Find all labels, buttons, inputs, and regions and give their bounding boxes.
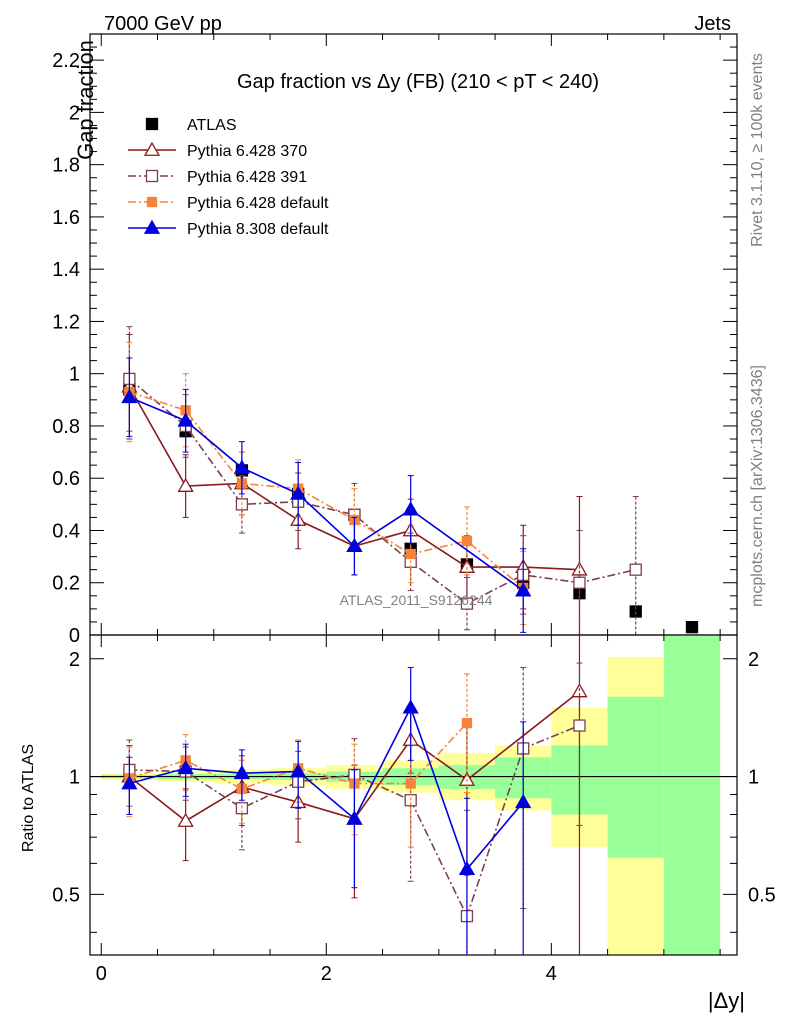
series-pythia-8-308-default: [121, 666, 532, 955]
ratio-y-tick-label: 2: [69, 649, 80, 671]
legend-label: Pythia 8.308 default: [187, 221, 329, 238]
x-tick-label: 2: [321, 963, 332, 985]
data-point: [402, 501, 419, 516]
data-point: [515, 582, 532, 597]
ratio-frame: [89, 634, 738, 956]
y-tick-label: 2: [69, 102, 80, 124]
data-point: [571, 561, 588, 576]
y-tick-label: 0.8: [52, 416, 80, 438]
energy-label: 7000 GeV pp: [104, 13, 222, 35]
data-point: [290, 485, 307, 500]
data-point: [460, 597, 474, 610]
legend-label: Pythia 6.428 default: [187, 195, 329, 212]
data-point: [233, 764, 251, 780]
series-line: [128, 378, 636, 605]
data-point: [177, 812, 194, 827]
legend-marker: [145, 169, 159, 183]
stat-uncertainty-band: [663, 635, 721, 955]
y-tick-label: 1.4: [52, 259, 80, 281]
x-tick-label: 0: [96, 963, 107, 985]
x-tick-label: 4: [546, 963, 557, 985]
y-tick-label: 0.4: [52, 520, 80, 542]
data-point: [405, 778, 416, 789]
y-tick-label: 0.2: [52, 573, 80, 595]
legend-marker: [145, 117, 159, 131]
data-point: [290, 763, 307, 778]
y-tick-label: 0.6: [52, 468, 80, 490]
ratio-panel: 0 2 4 0.5 0.5 1 1 2 2: [52, 634, 776, 985]
chart-title: Gap fraction vs Δy (FB) (210 < pT < 240): [237, 71, 599, 93]
data-point: [515, 793, 532, 809]
data-point: [121, 388, 138, 404]
y-axis-label: Gap fraction: [73, 40, 98, 160]
series-line: [128, 690, 580, 822]
y-tick-label: 2.2: [52, 50, 80, 72]
y-tick-label: 1: [69, 364, 80, 386]
ratio-y-tick-label-right: 2: [748, 649, 759, 671]
y-tick-label: 1.2: [52, 311, 80, 333]
ratio-y-tick-label-right: 0.5: [748, 884, 776, 906]
ratio-y-axis-label: Ratio to ATLAS: [20, 744, 37, 852]
data-point: [461, 717, 473, 729]
data-point: [405, 548, 416, 560]
legend-marker: [143, 141, 161, 156]
data-point: [233, 459, 251, 474]
data-point: [573, 719, 586, 732]
legend-marker: [146, 196, 158, 208]
rivet-label: Rivet 3.1.10, ≥ 100k events: [749, 53, 766, 247]
x-axis-label: |Δy|: [708, 988, 745, 1013]
main-panel: 0 0.2 0.4 0.6 0.8 1 1.2 1.4 1.6 1.8 2 2.2: [52, 33, 738, 647]
analysis-label: ATLAS_2011_S9126244: [340, 592, 493, 608]
series-pythia-8-308-default: [121, 357, 532, 633]
stat-uncertainty-band: [607, 696, 664, 858]
data-point: [346, 810, 363, 825]
data-point: [121, 775, 138, 790]
data-point: [346, 537, 363, 553]
data-point: [177, 412, 194, 427]
data-point: [461, 535, 473, 547]
ratio-y-tick-label: 1: [69, 767, 80, 789]
data-point: [458, 860, 476, 876]
data-point: [573, 576, 586, 589]
ratio-y-tick-label-right: 1: [748, 767, 759, 789]
legend-label: Pythia 6.428 370: [187, 143, 307, 160]
data-point: [685, 621, 699, 634]
mcplots-label: mcplots.cern.ch [arXiv:1306.3436]: [749, 365, 766, 607]
legend-marker: [143, 219, 161, 234]
data-point: [177, 477, 194, 492]
y-tick-label: 1.6: [52, 207, 80, 229]
data-point: [402, 699, 419, 714]
y-tick-label: 0: [69, 625, 80, 647]
y-tick-label: 1.8: [52, 155, 80, 177]
category-label: Jets: [694, 13, 731, 35]
legend-label: Pythia 6.428 391: [187, 169, 307, 186]
ratio-y-tick-label: 0.5: [52, 884, 80, 906]
series-line: [129, 705, 524, 871]
legend: ATLAS Pythia 6.428 370 Pythia 6.428 391 Pyt…: [128, 117, 329, 238]
data-point: [629, 563, 642, 576]
data-point: [177, 759, 194, 775]
legend-label: ATLAS: [187, 117, 237, 134]
